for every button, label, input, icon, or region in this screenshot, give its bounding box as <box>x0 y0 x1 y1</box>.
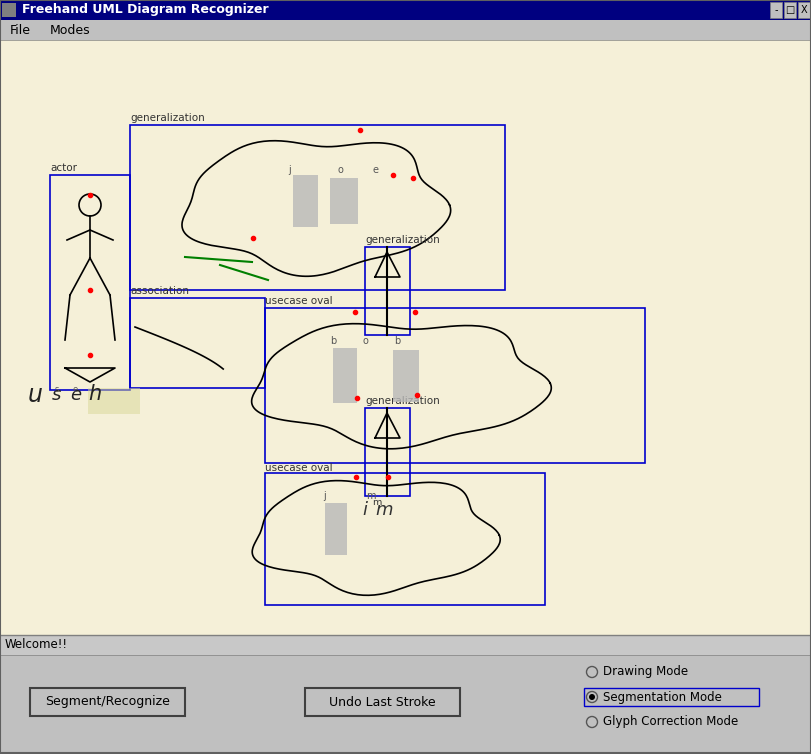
Bar <box>329 178 358 224</box>
Text: s: s <box>55 385 59 394</box>
Bar <box>0 20 811 40</box>
Text: m: m <box>375 501 392 519</box>
Text: generalization: generalization <box>365 396 440 406</box>
Bar <box>30 688 185 716</box>
Text: Segmentation Mode: Segmentation Mode <box>603 691 721 703</box>
Text: h: h <box>88 384 101 404</box>
Bar <box>783 2 795 18</box>
Bar <box>333 348 357 403</box>
Text: o: o <box>337 165 343 175</box>
Text: m: m <box>366 491 375 501</box>
Bar <box>0 635 811 655</box>
Text: e: e <box>372 165 379 175</box>
Text: association: association <box>130 286 189 296</box>
Text: Drawing Mode: Drawing Mode <box>603 666 687 679</box>
Text: i: i <box>362 501 367 519</box>
Text: Glyph Correction Mode: Glyph Correction Mode <box>603 716 737 728</box>
Text: Modes: Modes <box>50 23 91 36</box>
Text: ᵐ: ᵐ <box>371 498 381 513</box>
Bar <box>130 298 264 388</box>
Text: s: s <box>52 386 62 404</box>
Bar <box>324 503 346 555</box>
Bar <box>264 473 544 605</box>
Bar <box>797 2 809 18</box>
Text: Segment/Recognize: Segment/Recognize <box>45 695 169 709</box>
Text: X: X <box>800 5 806 15</box>
Text: Undo Last Stroke: Undo Last Stroke <box>328 695 436 709</box>
Text: generalization: generalization <box>365 235 440 245</box>
Text: Freehand UML Diagram Recognizer: Freehand UML Diagram Recognizer <box>22 4 268 17</box>
Text: j: j <box>323 491 325 501</box>
Circle shape <box>588 694 594 700</box>
Bar <box>0 40 811 635</box>
Bar <box>393 350 418 402</box>
Text: b: b <box>329 336 336 346</box>
Bar <box>0 0 811 20</box>
Bar <box>50 175 130 390</box>
Bar <box>2 3 16 17</box>
Bar <box>130 125 504 290</box>
Text: File: File <box>10 23 31 36</box>
Text: b: b <box>393 336 400 346</box>
Text: -: - <box>774 5 777 15</box>
Bar <box>88 388 139 414</box>
Text: usecase oval: usecase oval <box>264 463 333 473</box>
Bar <box>293 175 318 227</box>
Text: e: e <box>70 386 81 404</box>
Bar <box>769 2 781 18</box>
Bar <box>0 655 811 754</box>
Text: actor: actor <box>50 163 77 173</box>
Text: generalization: generalization <box>130 113 204 123</box>
Bar <box>305 688 460 716</box>
Text: e: e <box>73 385 78 394</box>
Text: u: u <box>28 383 43 407</box>
Bar <box>264 308 644 463</box>
Bar <box>365 408 410 496</box>
Text: j: j <box>288 165 290 175</box>
Text: Welcome!!: Welcome!! <box>5 639 68 651</box>
Text: o: o <box>363 336 368 346</box>
Bar <box>583 688 758 706</box>
Bar <box>365 247 410 335</box>
Text: □: □ <box>784 5 794 15</box>
Text: usecase oval: usecase oval <box>264 296 333 306</box>
